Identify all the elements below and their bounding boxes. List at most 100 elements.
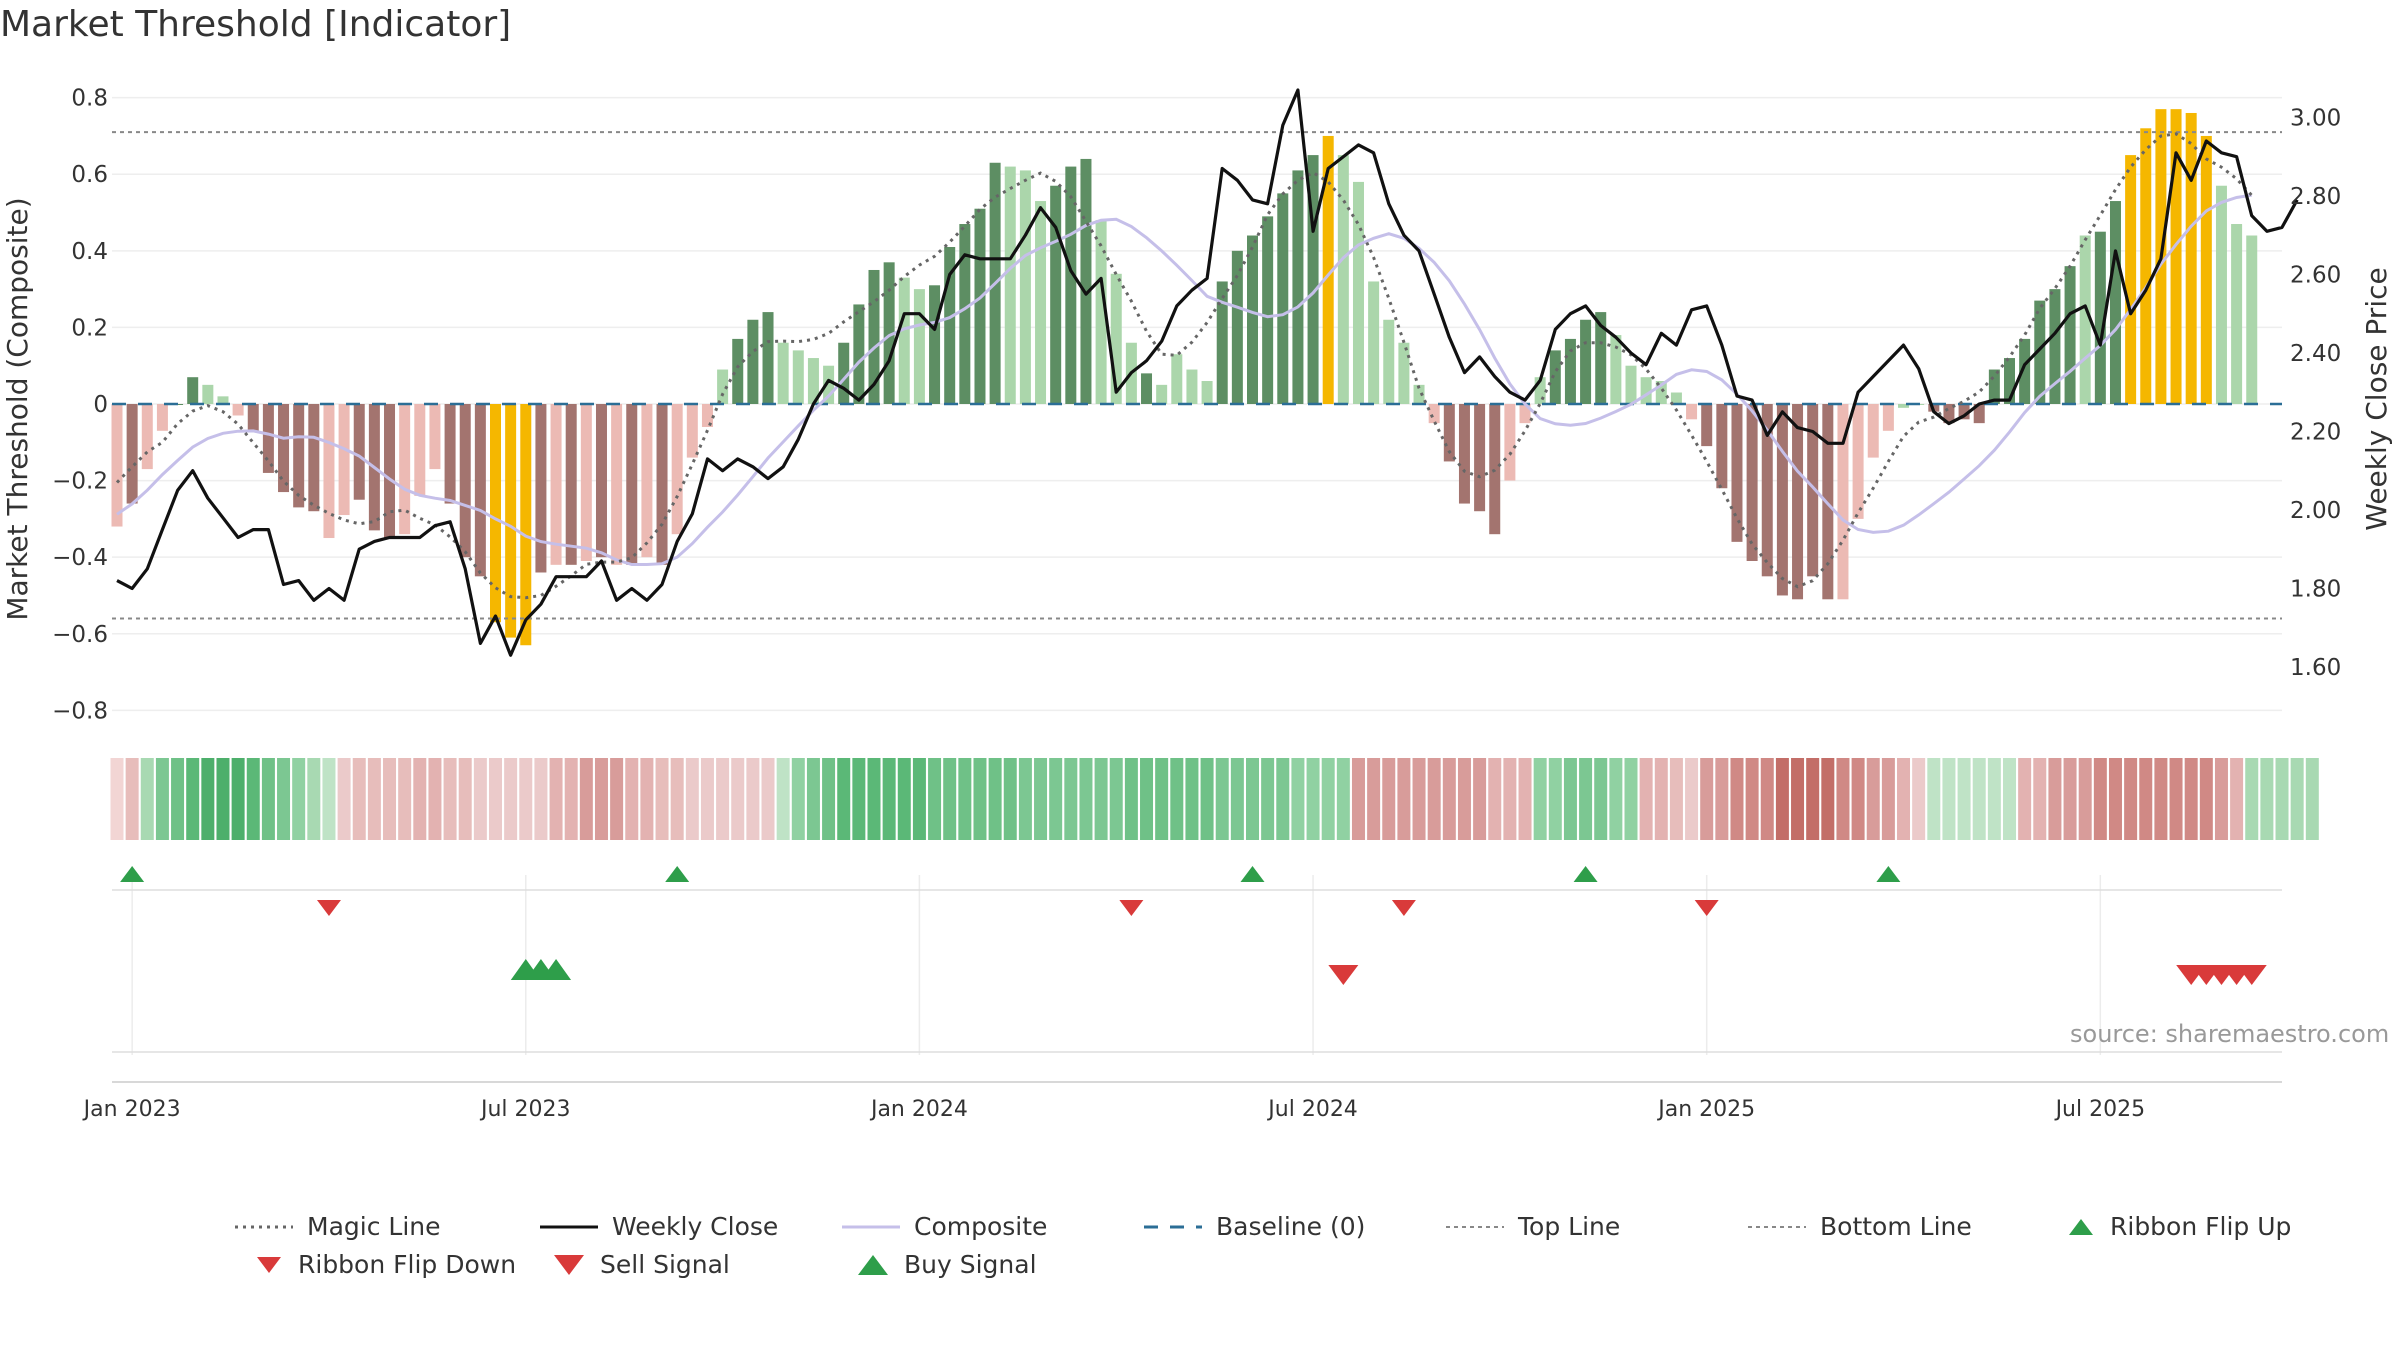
ribbon-cell [1261, 758, 1275, 840]
ribbon-cell [1230, 758, 1244, 840]
composite-bar [1474, 404, 1486, 512]
ribbon-cell [1912, 758, 1926, 840]
composite-bar [823, 365, 835, 404]
ribbon-flip-up-marker [120, 866, 145, 882]
ribbon-cell [1594, 758, 1608, 840]
ribbon-cell [261, 758, 275, 840]
composite-bar [611, 404, 623, 565]
composite-bar [278, 404, 290, 493]
composite-bar [1428, 404, 1440, 424]
ribbon-cell [1034, 758, 1048, 840]
composite-bar [595, 404, 607, 558]
composite-bar [580, 404, 592, 561]
composite-bar [293, 404, 305, 508]
ribbon-cell [216, 758, 230, 840]
ribbon-cell [1579, 758, 1593, 840]
ribbon-cell [473, 758, 487, 840]
ribbon-cell [2003, 758, 2016, 840]
source-credit: source: sharemaestro.com [2070, 1020, 2390, 1048]
composite-bar [1867, 404, 1879, 458]
composite-bar [308, 404, 320, 512]
ribbon-cell [292, 758, 306, 840]
x-tick-label: Jul 2024 [1266, 1097, 1358, 1122]
chart-title: Market Threshold [Indicator] [0, 4, 512, 45]
weekly-close-line [116, 88, 2299, 657]
ribbon-cell [549, 758, 563, 840]
composite-bar [2200, 135, 2212, 404]
composite-bar [1837, 404, 1849, 600]
composite-bar [1065, 166, 1077, 404]
ribbon-cell [2063, 758, 2077, 840]
ribbon-cell [1079, 758, 1093, 840]
composite-bar [414, 404, 426, 496]
ribbon-cell [610, 758, 624, 840]
ribbon-cell [837, 758, 851, 840]
ribbon-cell [489, 758, 502, 840]
ribbon-cell [1624, 758, 1638, 840]
ribbon-cell [1291, 758, 1305, 840]
ribbon-cell [1246, 758, 1259, 840]
ribbon-cell [1836, 758, 1850, 840]
composite-bar [1383, 319, 1395, 404]
ribbon-cell [1881, 758, 1895, 840]
right-tick-label: 2.20 [2290, 419, 2341, 445]
composite-bar [444, 404, 456, 504]
ribbon-cell [1609, 758, 1623, 840]
composite-bar [2049, 289, 2061, 404]
ribbon-cell [1533, 758, 1547, 840]
composite-bar [1988, 369, 2000, 404]
composite-bar [353, 404, 365, 500]
ribbon-cell [1397, 758, 1411, 840]
composite-bar [1035, 201, 1047, 404]
composite-bar [1095, 220, 1107, 404]
ribbon-cell [1488, 758, 1502, 840]
composite-bar [1716, 404, 1728, 489]
composite-bar [1368, 281, 1380, 404]
x-tick-label: Jan 2024 [869, 1097, 968, 1122]
right-tick-label: 2.60 [2290, 262, 2341, 288]
legend: Magic Line Weekly Close Composite Baseli… [0, 1200, 2400, 1310]
composite-bar [747, 319, 759, 404]
ribbon-cell [2290, 758, 2304, 840]
composite-bar [1898, 404, 1910, 408]
x-tick-label: Jan 2023 [82, 1097, 181, 1122]
composite-bar [1595, 312, 1607, 404]
ribbon-cell [1806, 758, 1820, 840]
composite-bar [565, 404, 577, 565]
ribbon-cell [822, 758, 836, 840]
ribbon-cell [2199, 758, 2213, 840]
ribbon-cell [110, 758, 124, 840]
ribbon-cell [716, 758, 730, 840]
composite-bar [913, 289, 925, 404]
composite-bar [2094, 231, 2106, 404]
left-tick-label: 0.2 [71, 315, 108, 341]
composite-bar [505, 404, 517, 638]
legend-baseline: Baseline (0) [1144, 1212, 1366, 1241]
composite-bar [1701, 404, 1713, 447]
ribbon-cell [1851, 758, 1865, 840]
ribbon-cell [625, 758, 639, 840]
composite-bar [1640, 377, 1652, 404]
ribbon-cell [973, 758, 987, 840]
ribbon-cell [1276, 758, 1290, 840]
ribbon-cell [1306, 758, 1320, 840]
ribbon-cell [1654, 758, 1668, 840]
composite-bar [429, 404, 441, 470]
magic-line [115, 132, 2253, 600]
composite-bar [323, 404, 335, 539]
ribbon-cell [1730, 758, 1744, 840]
ribbon-cell [2139, 758, 2153, 840]
composite-bar [853, 304, 865, 404]
composite-bar [1262, 216, 1274, 404]
composite-bar [520, 404, 532, 646]
composite-bar [2185, 112, 2197, 404]
ribbon-cell [1715, 758, 1729, 840]
ribbon-cell [2093, 758, 2107, 840]
composite-bar [384, 404, 396, 539]
composite-bar [1776, 404, 1788, 596]
ribbon-cell [1548, 758, 1562, 840]
composite-bar [898, 277, 910, 404]
composite-bar [1746, 404, 1758, 561]
composite-bar [2034, 300, 2046, 404]
composite-bar [2170, 109, 2182, 405]
